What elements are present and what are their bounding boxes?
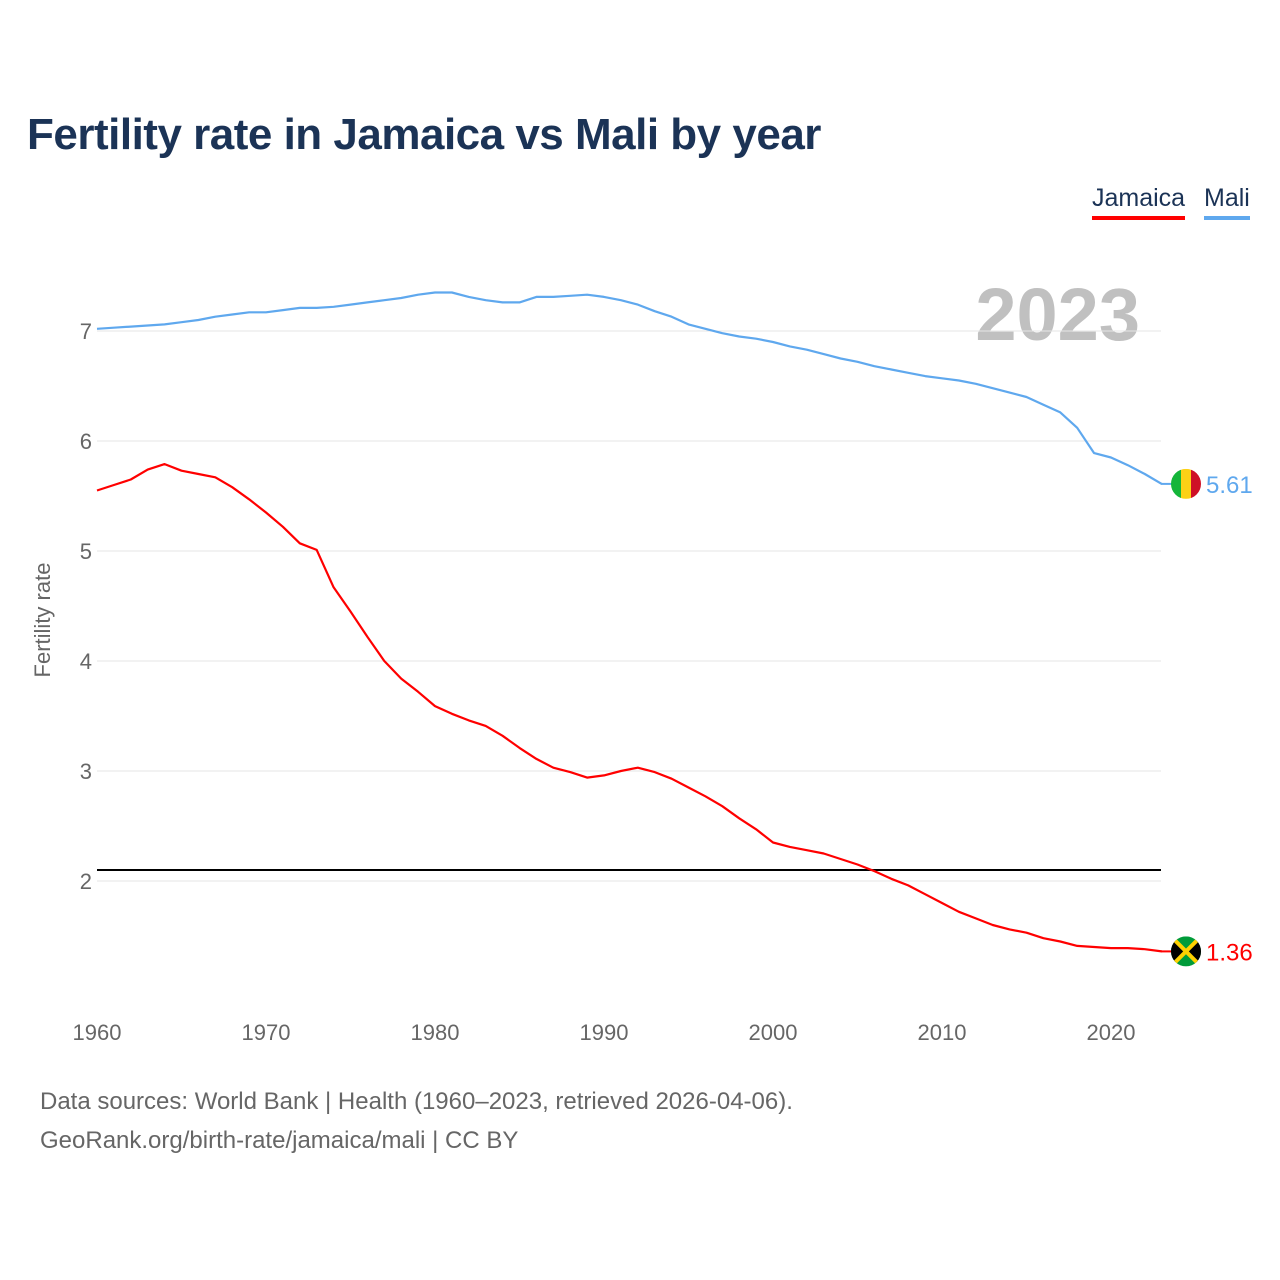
mali-flag-icon: [1171, 468, 1201, 499]
credit-link[interactable]: GeoRank.org/birth-rate/jamaica/mali | CC…: [40, 1127, 519, 1154]
x-tick-label: 2000: [749, 1020, 798, 1045]
x-tick-label: 1960: [73, 1020, 122, 1045]
series-line-jamaica: [96, 463, 1162, 953]
y-tick-label: 2: [80, 869, 92, 894]
end-value-label-jamaica: 1.36: [1206, 939, 1253, 966]
x-tick-label: 1980: [411, 1020, 460, 1045]
y-tick-label: 3: [80, 759, 92, 784]
x-tick-label: 2020: [1087, 1020, 1136, 1045]
y-tick-label: 5: [80, 539, 92, 564]
end-value-label-mali: 5.61: [1206, 472, 1253, 499]
y-tick-label: 4: [80, 649, 92, 674]
y-axis-label: Fertility rate: [30, 563, 55, 678]
y-tick-label: 7: [80, 319, 92, 344]
chart-title: Fertility rate in Jamaica vs Mali by yea…: [27, 110, 821, 159]
jamaica-flag-icon: [1171, 936, 1201, 967]
legend-jamaica[interactable]: Jamaica: [1092, 184, 1186, 220]
data-sources: Data sources: World Bank | Health (1960–…: [40, 1088, 793, 1115]
x-tick-label: 2010: [918, 1020, 967, 1045]
year-watermark: 2023: [975, 273, 1140, 356]
x-tick-label: 1970: [242, 1020, 291, 1045]
series-line-mali: [96, 291, 1163, 485]
legend-mali[interactable]: Mali: [1204, 184, 1250, 220]
x-tick-label: 1990: [580, 1020, 629, 1045]
y-tick-label: 6: [80, 429, 92, 454]
